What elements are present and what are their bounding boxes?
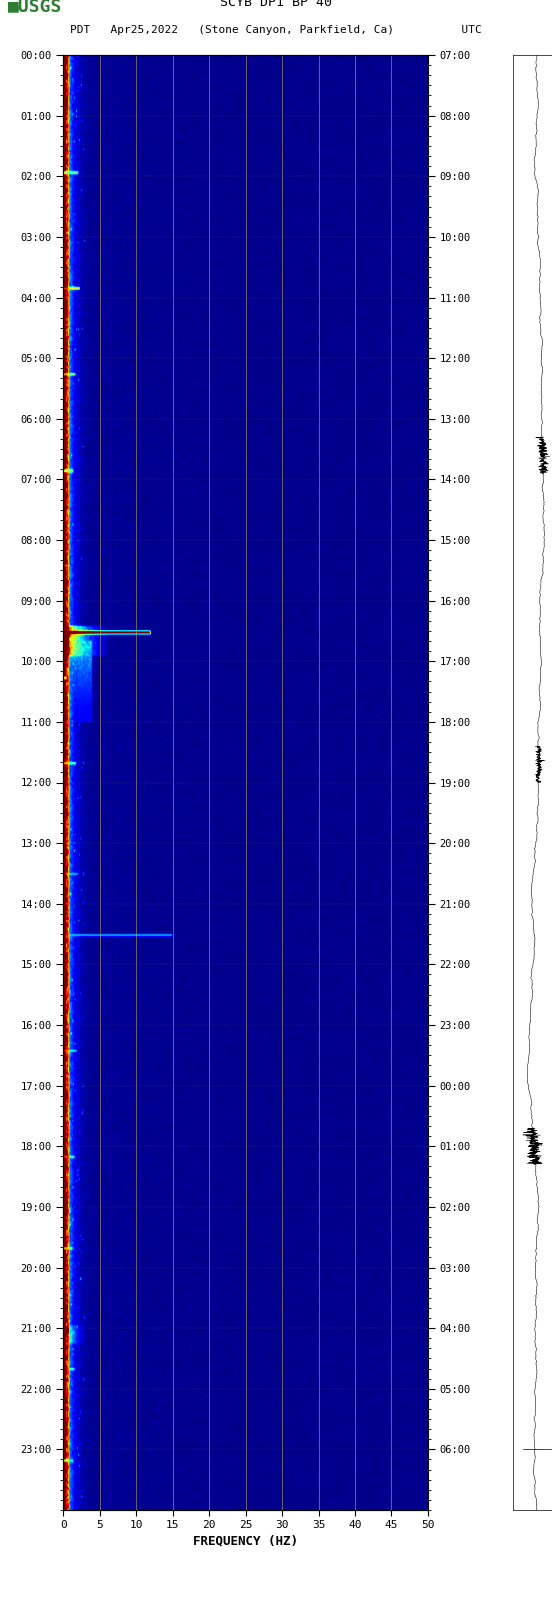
X-axis label: FREQUENCY (HZ): FREQUENCY (HZ) [193,1534,298,1547]
Text: SCYB DP1 BP 40: SCYB DP1 BP 40 [220,0,332,8]
Text: PDT   Apr25,2022   (Stone Canyon, Parkfield, Ca)          UTC: PDT Apr25,2022 (Stone Canyon, Parkfield,… [70,24,482,35]
Text: ■USGS: ■USGS [8,0,63,15]
